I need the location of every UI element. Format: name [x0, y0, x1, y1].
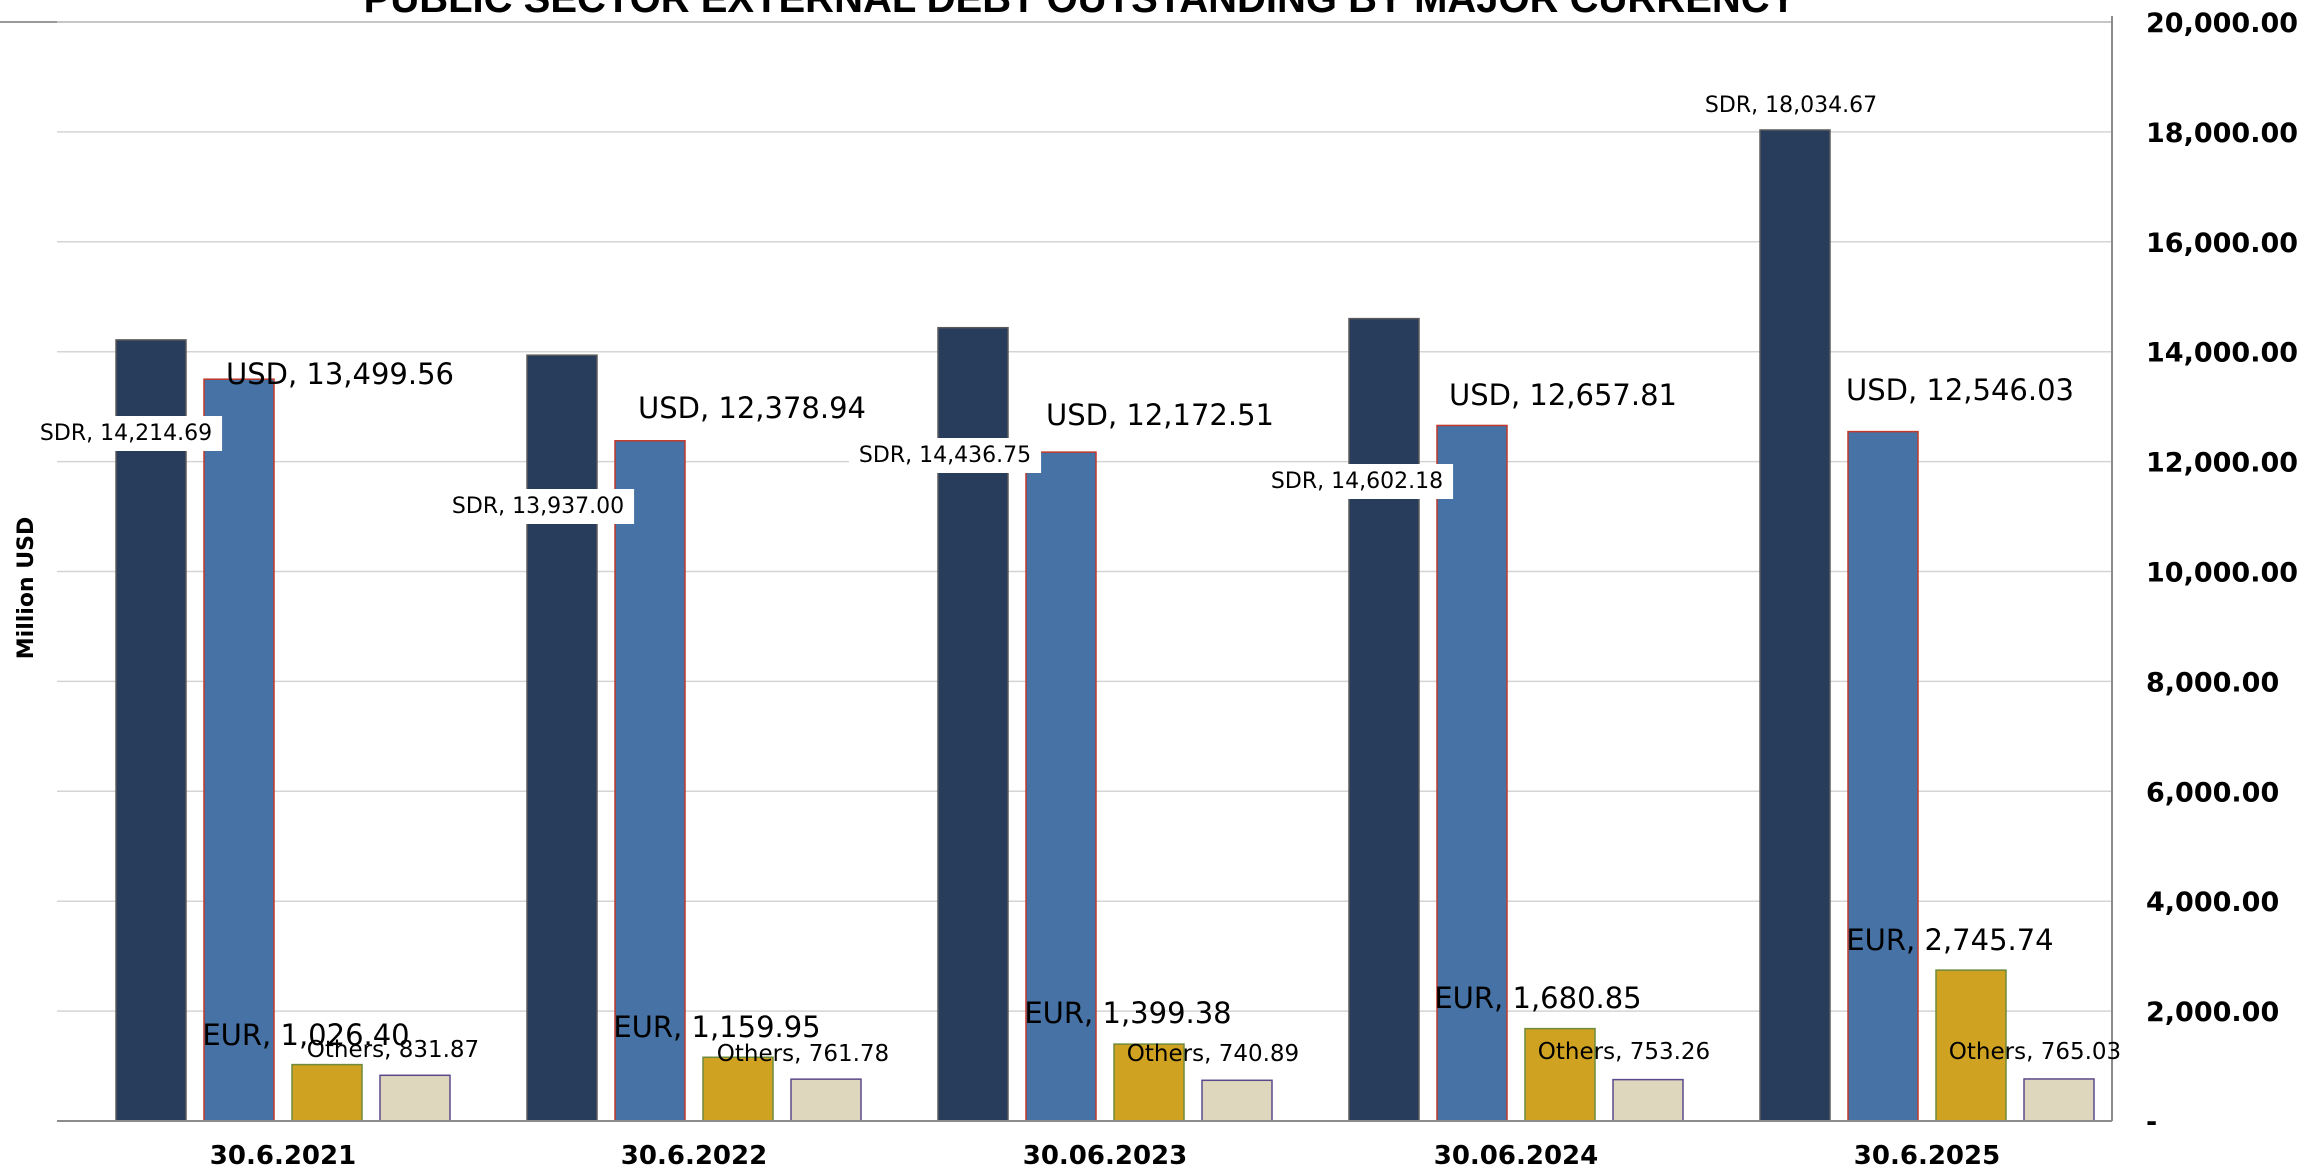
data-label-usd: USD, 12,657.81 [1449, 378, 1677, 412]
x-tick-label: 30.06.2024 [1434, 1141, 1598, 1171]
y-tick-label: 14,000.00 [2146, 338, 2298, 369]
bar-eur-5 [1935, 969, 2007, 1122]
data-label-background [848, 438, 1042, 473]
bar-usd-3 [1025, 451, 1097, 1122]
bar-usd-4 [1436, 424, 1508, 1122]
data-label-background [1260, 464, 1454, 499]
bar-usd-2 [614, 440, 686, 1122]
y-tick-label: 8,000.00 [2146, 667, 2279, 698]
y-axis-title: Million USD [14, 517, 39, 659]
data-label-sdr: SDR, 13,937.00 [452, 494, 624, 519]
data-label-others: Others, 753.26 [1538, 1039, 1710, 1065]
data-label-eur: EUR, 1,399.38 [1024, 996, 1231, 1030]
bar-others-1 [379, 1074, 451, 1122]
y-tick-label: 20,000.00 [2146, 8, 2298, 39]
data-label-usd: USD, 13,499.56 [226, 357, 454, 391]
data-label-eur: EUR, 1,159.95 [613, 1010, 820, 1044]
data-label-usd: USD, 12,378.94 [638, 391, 866, 425]
bar-usd-5 [1847, 430, 1919, 1122]
data-label-others: Others, 761.78 [717, 1041, 889, 1067]
bar-others-3 [1201, 1079, 1273, 1122]
data-label-eur: EUR, 1,680.85 [1434, 981, 1641, 1015]
data-label-others: Others, 765.03 [1949, 1039, 2121, 1065]
y-tick-label: 10,000.00 [2146, 558, 2298, 589]
y-tick-label: 18,000.00 [2146, 118, 2298, 149]
data-label-others: Others, 831.87 [307, 1037, 479, 1063]
data-label-others: Others, 740.89 [1127, 1041, 1299, 1067]
y-tick-label: - [2146, 1107, 2157, 1138]
data-label-usd: USD, 12,172.51 [1046, 398, 1274, 432]
data-label-usd: USD, 12,546.03 [1846, 373, 2074, 407]
data-label-sdr: SDR, 14,214.69 [40, 421, 212, 446]
bar-others-2 [790, 1078, 862, 1122]
data-label-sdr: SDR, 14,436.75 [859, 443, 1031, 468]
chart-title: PUBLIC SECTOR EXTERNAL DEBT OUTSTANDING … [364, 0, 1797, 21]
data-label-background [441, 489, 635, 524]
data-label-eur: EUR, 1,026.40 [202, 1018, 409, 1052]
axes: - 2,000.00 4,000.00 6,000.00 8,000.00 10,000.… [57, 8, 2298, 1171]
bar-usd-1 [203, 378, 275, 1122]
bar-eur-4 [1524, 1027, 1596, 1122]
x-tick-label: 30.06.2023 [1023, 1141, 1187, 1171]
x-tick-label: 30.6.2022 [621, 1141, 767, 1171]
data-label-sdr: SDR, 18,034.67 [1705, 93, 1877, 118]
x-tick-label: 30.6.2021 [210, 1141, 356, 1171]
bars [115, 129, 2095, 1122]
bar-sdr-5 [1759, 129, 1831, 1122]
bar-others-5 [2023, 1078, 2095, 1122]
y-tick-label: 16,000.00 [2146, 228, 2298, 259]
data-label-eur: EUR, 2,745.74 [1846, 923, 2053, 957]
y-tick-label: 2,000.00 [2146, 997, 2279, 1028]
bar-sdr-4 [1348, 317, 1420, 1122]
bar-others-4 [1612, 1078, 1684, 1122]
y-tick-label: 6,000.00 [2146, 777, 2279, 808]
bar-eur-1 [291, 1063, 363, 1122]
y-tick-label: 4,000.00 [2146, 887, 2279, 918]
data-label-background [29, 416, 223, 451]
x-tick-label: 30.6.2025 [1854, 1141, 2000, 1171]
bar-sdr-1 [115, 339, 187, 1122]
y-tick-label: 12,000.00 [2146, 448, 2298, 479]
data-label-sdr: SDR, 14,602.18 [1271, 469, 1443, 494]
bar-eur-3 [1113, 1043, 1185, 1122]
bar-eur-2 [702, 1056, 774, 1122]
bar-sdr-2 [526, 354, 598, 1122]
data-labels: SDR, 14,214.69 USD, 13,499.56 EUR, 1,026.4… [29, 93, 2121, 1067]
